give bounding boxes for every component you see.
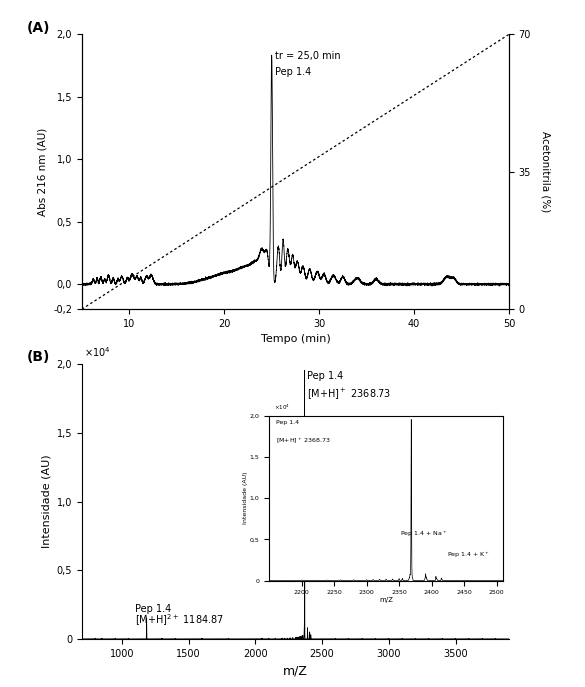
X-axis label: Tempo (min): Tempo (min) [260, 335, 331, 344]
Text: [M+H]$^+$ 2368.73: [M+H]$^+$ 2368.73 [307, 386, 391, 401]
Text: Pep 1.4: Pep 1.4 [135, 604, 171, 614]
Text: tr = 25,0 min: tr = 25,0 min [274, 51, 340, 60]
Text: (A): (A) [26, 21, 50, 34]
Text: (B): (B) [26, 350, 50, 364]
Y-axis label: Acetonitrila (%): Acetonitrila (%) [541, 131, 550, 212]
Text: [M+H]$^{2+}$ 1184.87: [M+H]$^{2+}$ 1184.87 [135, 612, 224, 628]
X-axis label: m/Z: m/Z [283, 664, 308, 677]
Text: Pep 1.4 + Na$^+$: Pep 1.4 + Na$^+$ [400, 530, 448, 539]
Text: Pep 1.4: Pep 1.4 [274, 67, 311, 77]
Text: [M+H]$^+$ 2368.73: [M+H]$^+$ 2368.73 [276, 436, 330, 446]
Text: Pep 1.4 + K$^+$: Pep 1.4 + K$^+$ [447, 550, 490, 560]
Y-axis label: Intensidade (AU): Intensidade (AU) [243, 472, 248, 524]
Y-axis label: Abs 216 nm (AU): Abs 216 nm (AU) [37, 128, 47, 216]
Text: Pep 1.4: Pep 1.4 [307, 370, 343, 381]
X-axis label: m/Z: m/Z [379, 596, 393, 602]
Text: Pep 1.4: Pep 1.4 [276, 420, 299, 425]
Text: $\times10^4$: $\times10^4$ [84, 345, 111, 359]
Text: $\times10^4$: $\times10^4$ [274, 403, 290, 412]
Y-axis label: Intensidade (AU): Intensidade (AU) [41, 455, 51, 548]
